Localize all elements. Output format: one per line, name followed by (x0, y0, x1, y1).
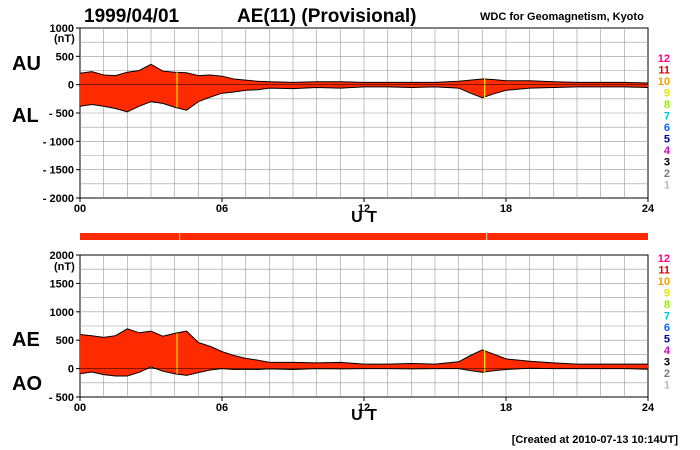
series-line-ae (79, 328, 648, 365)
station-legend-item: 7 (664, 111, 670, 123)
station-legend-item: 8 (664, 99, 670, 111)
y-tick-label: 500 (56, 51, 74, 63)
x-tick-label: 24 (642, 203, 655, 215)
ae-ao-grid (80, 255, 648, 397)
station-legend-item: 7 (664, 311, 670, 323)
x-tick-label: 18 (500, 203, 512, 215)
station-legend-item: 9 (664, 88, 670, 100)
date-label: 1999/04/01 (84, 6, 180, 27)
station-legend-item: 11 (658, 65, 670, 77)
x-tick-label: 06 (216, 402, 228, 414)
station-legend-item: 10 (658, 276, 670, 288)
station-legend-item: 9 (664, 288, 670, 300)
y-tick-label: 500 (56, 335, 74, 347)
station-legend-item: 3 (664, 157, 670, 169)
au-al-area (79, 63, 649, 113)
ae-label: AE (12, 329, 40, 351)
coverage-tick (486, 233, 488, 240)
station-legend-item: 1 (664, 380, 670, 392)
station-legend-item: 12 (658, 253, 670, 265)
index-fill-area (80, 328, 648, 376)
au-al-unit: (nT) (54, 33, 75, 45)
ao-label: AO (12, 373, 42, 395)
y-tick-label: - 1000 (43, 136, 74, 148)
ae-ao-y-ticks: 2000 1500 1000 500 0 - 500 (49, 250, 80, 404)
y-tick-label: 0 (68, 364, 74, 376)
y-tick-label: 0 (68, 80, 74, 92)
series-line-au (79, 63, 649, 84)
station-legend-item: 8 (664, 299, 670, 311)
station-legend-item: 1 (664, 180, 670, 192)
ae-ao-unit: (nT) (54, 261, 75, 273)
station-legend-item: 5 (664, 134, 670, 146)
x-tick-label: 18 (500, 402, 512, 414)
created-timestamp: [Created at 2010-07-13 10:14UT] (512, 434, 679, 446)
x-tick-label: 00 (74, 203, 86, 215)
au-label: AU (12, 53, 41, 75)
station-legend-item: 2 (664, 368, 670, 380)
station-legend-item: 4 (664, 145, 671, 157)
x-tick-label: 12 (358, 203, 370, 215)
y-tick-label: 1000 (50, 307, 74, 319)
y-tick-label: 2000 (50, 250, 74, 262)
station-legend-item: 5 (664, 334, 670, 346)
x-tick-label: 12 (358, 402, 370, 414)
station-legend-item: 6 (664, 322, 670, 334)
x-tick-label: 24 (642, 402, 655, 414)
au-al-grid (80, 28, 648, 198)
chart-title: AE(11) (Provisional) (237, 6, 417, 27)
station-legend-item: 11 (658, 265, 670, 277)
x-tick-label: 06 (216, 203, 228, 215)
station-legend-item: 10 (658, 76, 670, 88)
ae-ao-x-ticks: 00 06 12 18 24 (74, 397, 655, 414)
station-legend-item: 2 (664, 168, 670, 180)
station-legend-item: 12 (658, 53, 670, 65)
source-label: WDC for Geomagnetism, Kyoto (480, 11, 644, 23)
coverage-tick (179, 233, 181, 240)
x-tick-label: 00 (74, 402, 86, 414)
y-tick-label: - 500 (49, 108, 74, 120)
series-line-al (79, 86, 649, 113)
data-coverage-bar (80, 233, 648, 240)
au-al-x-ticks: 00 06 12 18 24 (74, 198, 655, 215)
station-legend-item: 6 (664, 122, 670, 134)
au-al-y-ticks: 1000 500 0 - 500 - 1000 - 1500 - 2000 (43, 23, 80, 205)
y-tick-label: 1000 (50, 23, 74, 35)
y-tick-label: - 2000 (43, 193, 74, 205)
y-tick-label: 1500 (50, 278, 74, 290)
station-legend-item: 4 (664, 345, 671, 357)
y-tick-label: - 500 (49, 392, 74, 404)
au-al-x-label: U T (351, 209, 377, 226)
ae-ao-x-label: U T (351, 407, 377, 424)
y-tick-label: - 1500 (43, 165, 74, 177)
ae-ao-area (79, 328, 649, 377)
station-legend-item: 3 (664, 357, 670, 369)
al-label: AL (12, 105, 39, 127)
